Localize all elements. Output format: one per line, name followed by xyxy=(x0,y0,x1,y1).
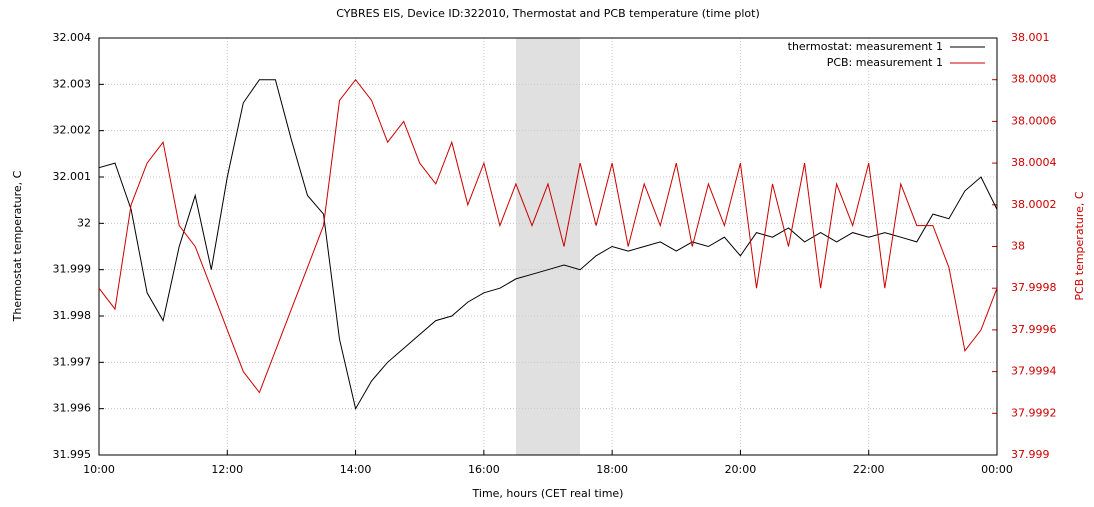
y-tick-label: 31.995 xyxy=(53,448,92,461)
y-tick-label: 32.002 xyxy=(53,124,92,137)
y-tick-label: 32.004 xyxy=(53,31,92,44)
y-tick-label: 32 xyxy=(77,216,91,229)
x-tick-label: 10:00 xyxy=(83,463,115,476)
y2-tick-label: 37.9998 xyxy=(1011,281,1057,294)
y-axis-label: Thermostat temperature, C xyxy=(11,170,24,322)
y-tick-label: 32.001 xyxy=(53,170,92,183)
y-tick-label: 31.997 xyxy=(53,355,92,368)
y2-tick-label: 37.9994 xyxy=(1011,365,1057,378)
x-tick-label: 18:00 xyxy=(596,463,628,476)
y2-tick-label: 38.0008 xyxy=(1011,73,1057,86)
x-tick-label: 14:00 xyxy=(340,463,372,476)
y2-tick-label: 37.9992 xyxy=(1011,406,1057,419)
series-line xyxy=(98,78,998,394)
y2-tick-label: 38.0002 xyxy=(1011,198,1057,211)
y-tick-label: 31.999 xyxy=(53,263,92,276)
x-tick-label: 16:00 xyxy=(468,463,500,476)
y2-tick-label: 38.0006 xyxy=(1011,114,1057,127)
y-tick-label: 32.003 xyxy=(53,77,92,90)
y-tick-label: 31.998 xyxy=(53,309,92,322)
y-tick-label: 31.996 xyxy=(53,402,92,415)
x-axis-label: Time, hours (CET real time) xyxy=(472,487,624,500)
x-tick-label: 20:00 xyxy=(725,463,757,476)
y2-tick-label: 37.9996 xyxy=(1011,323,1057,336)
x-tick-label: 22:00 xyxy=(853,463,885,476)
highlight-band xyxy=(515,38,581,455)
y2-tick-label: 38.0004 xyxy=(1011,156,1057,169)
x-tick-label: 00:00 xyxy=(981,463,1013,476)
y2-axis-label: PCB temperature, C xyxy=(1073,191,1086,300)
chart-title: CYBRES EIS, Device ID:322010, Thermostat… xyxy=(336,7,760,20)
y2-tick-label: 38 xyxy=(1011,240,1025,253)
x-tick-label: 12:00 xyxy=(211,463,243,476)
y2-tick-label: 38.001 xyxy=(1011,31,1050,44)
series-line xyxy=(98,79,998,411)
legend-label: thermostat: measurement 1 xyxy=(788,40,943,53)
y2-tick-label: 37.999 xyxy=(1011,448,1050,461)
legend-label: PCB: measurement 1 xyxy=(827,56,943,69)
plot-frame xyxy=(98,37,998,456)
